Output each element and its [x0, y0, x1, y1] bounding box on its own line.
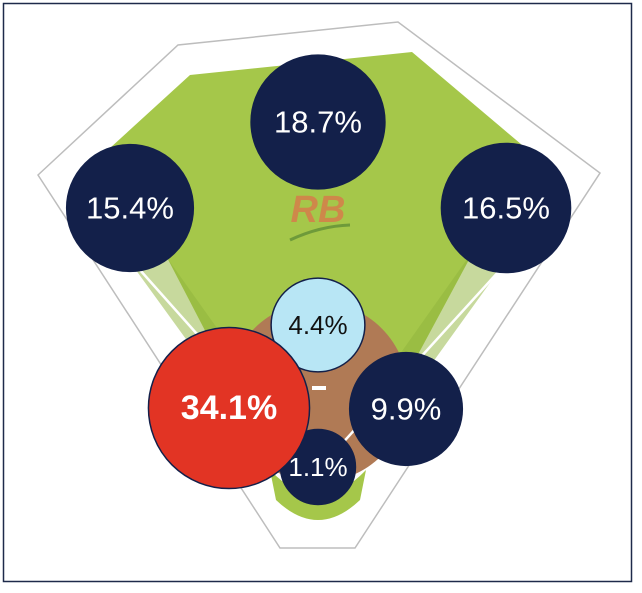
data-label: 15.4% — [86, 191, 174, 226]
data-label: 34.1% — [181, 389, 277, 427]
data-label: 9.9% — [371, 392, 442, 427]
data-label: 18.7% — [274, 105, 362, 140]
data-label: 1.1% — [288, 452, 347, 482]
bubble — [250, 54, 386, 190]
logo-text: RB — [291, 189, 346, 231]
data-label: 16.5% — [462, 191, 550, 226]
bubble — [348, 351, 464, 467]
foul-grass — [125, 255, 510, 510]
data-label: 4.4% — [288, 310, 347, 340]
bubble — [65, 143, 195, 273]
bubble — [440, 142, 572, 274]
bubble — [270, 277, 366, 373]
bubble — [147, 326, 311, 490]
logo-swoosh — [289, 223, 351, 242]
pitcher-rubber — [312, 386, 326, 390]
logo: RB — [289, 189, 351, 242]
